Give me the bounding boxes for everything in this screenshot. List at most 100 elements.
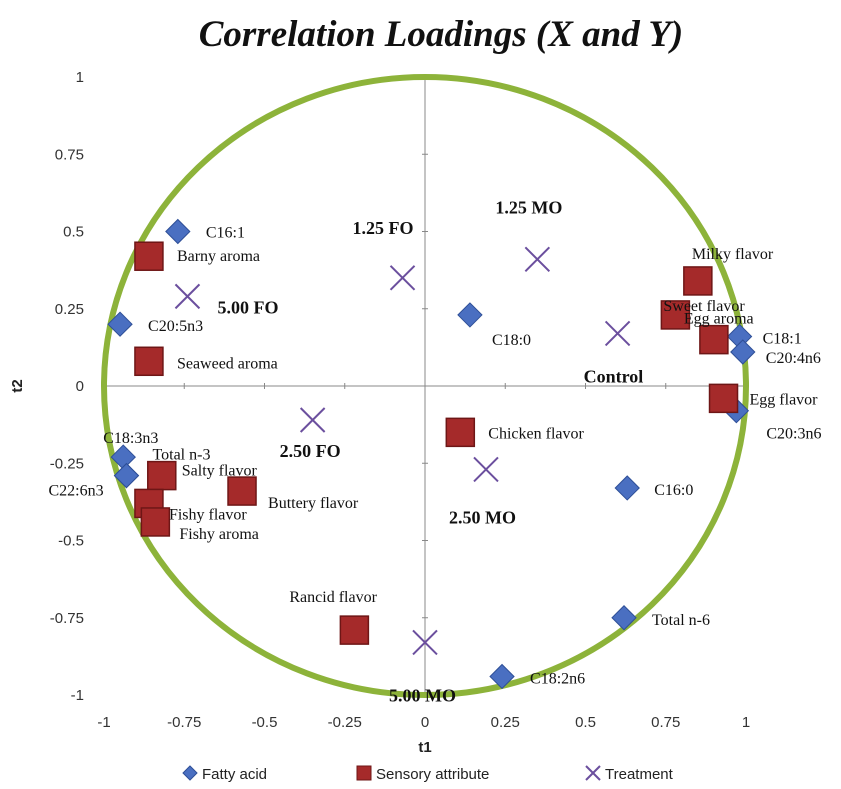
legend-item-sensory-attribute: Sensory attribute <box>356 765 489 783</box>
sensory-attribute-point-egg-aroma-marker <box>699 324 729 355</box>
x-axis-title: t1 <box>418 739 431 756</box>
x-tick-label: -0.5 <box>252 714 278 731</box>
sensory-attribute-point-buttery-flavor-marker <box>227 476 257 506</box>
sensory-attribute-point-milky-flavor-label: Milky flavor <box>692 246 774 263</box>
unit-circle-layer <box>101 74 749 698</box>
x-tick-label: 0.25 <box>491 714 520 731</box>
y-tick-label: 0.5 <box>63 224 84 241</box>
x-tick-label: 1 <box>742 714 750 731</box>
fatty-acid-point-c20-5n3-marker <box>107 311 133 337</box>
sensory-attribute-point-buttery-flavor-label: Buttery flavor <box>268 495 359 512</box>
treatment-point-2-50-fo-label: 2.50 FO <box>280 441 341 461</box>
y-tick-label: 1 <box>76 69 84 86</box>
treatment-point-1-25-fo-marker <box>389 265 416 291</box>
treatment-point-5-00-mo-marker-stroke <box>412 629 438 656</box>
treatment-point-2-50-mo-marker <box>473 456 499 483</box>
x-tick-label: -0.25 <box>328 714 362 731</box>
sensory-attribute-point-seaweed-aroma-marker <box>134 346 164 377</box>
sensory-attribute-point-sweet-flavor-marker <box>660 300 691 330</box>
y-tick-label: 0.75 <box>55 146 84 163</box>
fatty-acid-point-c18-2n6-marker <box>489 663 515 690</box>
fatty-acid-point-c20-3n6-label: C20:3n6 <box>766 426 821 443</box>
marks-layer <box>107 218 756 690</box>
fatty-acid-point-total-n-6-label: Total n-6 <box>652 612 710 629</box>
x-tick-label: -0.75 <box>167 714 201 731</box>
y-tick-label: 0.25 <box>55 301 84 318</box>
treatment-point-1-25-fo-label: 1.25 FO <box>353 218 414 238</box>
fatty-acid-point-c16-1-marker <box>165 218 191 245</box>
treatment-point-control-marker <box>604 320 631 347</box>
y-tick-label: -0.25 <box>50 455 84 472</box>
y-tick-label: 0 <box>76 378 84 395</box>
y-tick-label: -0.5 <box>58 533 84 550</box>
fatty-acid-point-total-n-6-marker <box>611 605 637 631</box>
sensory-attribute-point-salty-flavor-label: Salty flavor <box>182 463 258 480</box>
legend-item-treatment: Treatment <box>585 765 674 783</box>
legend-item-fatty-acid: Fatty acid <box>182 765 267 783</box>
treatment-point-1-25-fo-marker-stroke <box>389 265 416 291</box>
fatty-acid-point-c18-1-label: C18:1 <box>763 331 802 348</box>
legend-label: Sensory attribute <box>376 766 489 783</box>
fatty-acid-point-c18-0-label: C18:0 <box>492 332 531 349</box>
sensory-attribute-point-egg-aroma-label: Egg aroma <box>684 311 754 328</box>
fatty-acid-point-c22-6n3-label: C22:6n3 <box>48 483 103 500</box>
x-tick-label: 0.75 <box>651 714 680 731</box>
sensory-attribute-point-seaweed-aroma-label: Seaweed aroma <box>177 355 278 372</box>
x-tick-label: -1 <box>97 714 110 731</box>
fatty-acid-point-c16-0-marker <box>614 475 640 501</box>
x-tick-label: 0.5 <box>575 714 596 731</box>
legend-label: Treatment <box>605 766 674 783</box>
fatty-acid-point-c18-2n6-label: C18:2n6 <box>530 670 585 687</box>
sensory-attribute-point-egg-flavor-label: Egg flavor <box>750 391 819 408</box>
ticks-layer: -1 -0.75 -0.5 -0.25 0 0.25 0.5 0.75 1 -1 -0.75 -0.5… <box>50 69 750 731</box>
treatment-point-2-50-mo-marker-stroke <box>473 456 499 483</box>
fatty-acid-point-c18-3n3-label: C18:3n3 <box>103 430 158 447</box>
sensory-attribute-point-rancid-flavor-marker <box>339 615 370 645</box>
treatment-point-5-00-mo-label: 5.00 MO <box>389 685 456 705</box>
sensory-attribute-point-fishy-flavor-label: Fishy flavor <box>169 506 247 523</box>
legend: Fatty acid Sensory attribute Treatment <box>182 765 674 783</box>
legend-label: Fatty acid <box>202 766 267 783</box>
unit-circle <box>101 74 749 698</box>
sensory-attribute-point-barny-aroma-marker <box>134 241 164 271</box>
fatty-acid-point-c16-1-label: C16:1 <box>206 225 245 242</box>
fatty-acid-point-c20-4n6-marker <box>730 339 756 365</box>
sensory-attribute-point-salty-flavor-marker <box>147 460 177 491</box>
treatment-point-5-00-fo-label: 5.00 FO <box>217 297 278 317</box>
treatment-point-2-50-fo-marker-stroke <box>299 407 326 433</box>
fatty-acid-point-total-n-3-label: Total n-3 <box>152 447 210 464</box>
treatment-point-2-50-mo-label: 2.50 MO <box>449 507 516 527</box>
treatment-point-2-50-fo-marker <box>299 407 326 433</box>
sensory-attribute-point-barny-aroma-label: Barny aroma <box>177 248 260 265</box>
sensory-attribute-point-milky-flavor-marker <box>683 266 713 296</box>
sensory-attribute-point-chicken-flavor-label: Chicken flavor <box>488 425 584 442</box>
legend-x-icon <box>585 765 601 781</box>
treatment-point-1-25-mo-label: 1.25 MO <box>495 197 562 217</box>
fatty-acid-point-c16-0-label: C16:0 <box>654 482 693 499</box>
legend-diamond-icon <box>182 765 198 781</box>
fatty-acid-point-c22-6n3-marker <box>113 462 140 489</box>
sensory-attribute-point-egg-flavor-marker <box>708 383 739 414</box>
point-labels-layer: C16:1 C20:5n3 C18:0 C18:1 C20:4n6 C20:3n6 C18:… <box>48 197 821 705</box>
sensory-attribute-point-fishy-aroma-label: Fishy aroma <box>179 526 259 543</box>
legend-square-icon <box>356 765 372 781</box>
chart-title: Correlation Loadings (X and Y) <box>199 14 684 55</box>
sensory-attribute-point-sweet-flavor-label: Sweet flavor <box>663 298 745 315</box>
treatment-point-1-25-mo-marker <box>524 246 551 273</box>
sensory-attribute-point-chicken-flavor-marker <box>445 417 476 448</box>
y-tick-label: -0.75 <box>50 610 84 627</box>
treatment-point-5-00-fo-marker-stroke <box>174 283 201 310</box>
y-axis-title: t2 <box>9 379 26 392</box>
sensory-attribute-point-rancid-flavor-label: Rancid flavor <box>289 589 377 606</box>
treatment-point-control-marker-stroke <box>604 320 631 347</box>
treatment-point-control-label: Control <box>584 366 644 386</box>
treatment-point-5-00-mo-marker <box>412 629 438 656</box>
treatment-point-1-25-mo-marker-stroke <box>524 246 551 273</box>
sensory-attribute-point-fishy-aroma-marker <box>140 507 171 537</box>
y-tick-label: -1 <box>71 687 84 704</box>
fatty-acid-point-c20-4n6-label: C20:4n6 <box>766 350 821 367</box>
treatment-point-5-00-fo-marker <box>174 283 201 310</box>
fatty-acid-point-c18-0-marker <box>457 302 483 328</box>
